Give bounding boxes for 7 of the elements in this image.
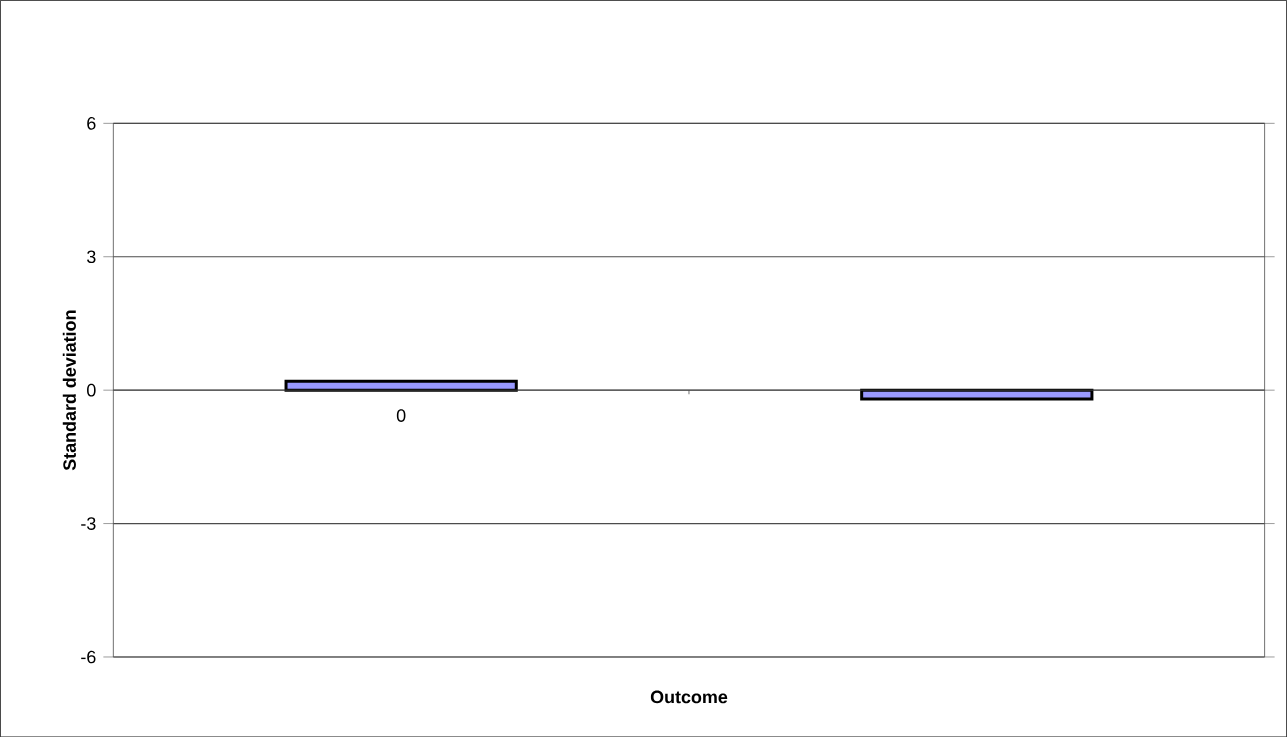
y-tick-label: 6 bbox=[87, 116, 96, 130]
y-tick-label: 3 bbox=[87, 250, 96, 263]
x-axis-title: Outcome bbox=[650, 690, 728, 704]
y-tick-label: 0 bbox=[87, 383, 96, 397]
y-tick-label: -3 bbox=[81, 517, 96, 530]
y-axis-title: Standard deviation bbox=[62, 310, 76, 471]
y-tick-label: -6 bbox=[81, 650, 96, 664]
